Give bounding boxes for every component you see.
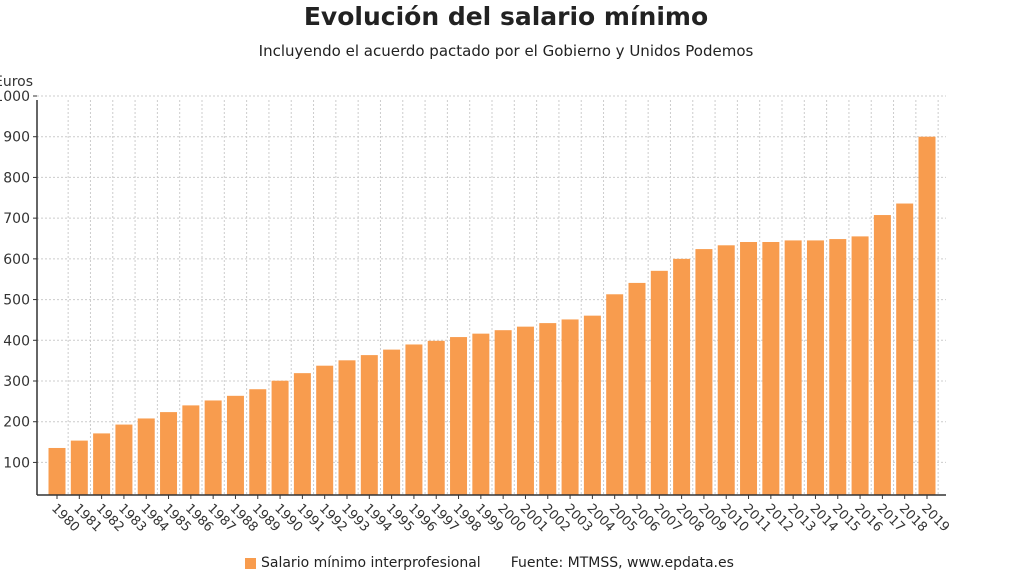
bar-1981 bbox=[70, 440, 88, 495]
bar-1987 bbox=[204, 400, 222, 495]
y-axis-label: Euros bbox=[0, 74, 33, 90]
bar-2019 bbox=[918, 136, 936, 495]
legend: Salario mínimo interprofesional Fuente: … bbox=[245, 555, 734, 571]
bar-1985 bbox=[160, 412, 178, 495]
bar-2010 bbox=[717, 245, 735, 495]
axes: 1002003004005006007008009001000198019811… bbox=[0, 89, 952, 535]
bar-2000 bbox=[494, 330, 512, 495]
y-tick-label: 1000 bbox=[0, 89, 30, 105]
bar-2013 bbox=[784, 240, 802, 495]
bar-1986 bbox=[182, 405, 200, 495]
bar-2009 bbox=[695, 249, 713, 495]
y-tick-label: 100 bbox=[3, 455, 30, 471]
bar-1980 bbox=[48, 447, 66, 495]
bar-2016 bbox=[851, 236, 869, 495]
bar-1995 bbox=[383, 349, 401, 495]
y-tick-label: 900 bbox=[3, 130, 30, 146]
chart-title: Evolución del salario mínimo bbox=[303, 2, 709, 31]
y-tick-label: 400 bbox=[3, 333, 30, 349]
bar-2017 bbox=[873, 215, 891, 495]
bar-1989 bbox=[249, 389, 267, 495]
chart-subtitle: Incluyendo el acuerdo pactado por el Gob… bbox=[258, 42, 754, 60]
bar-1992 bbox=[316, 365, 334, 495]
y-tick-label: 300 bbox=[3, 374, 30, 390]
y-tick-label: 700 bbox=[3, 211, 30, 227]
legend-label: Salario mínimo interprofesional bbox=[261, 555, 481, 571]
legend-swatch bbox=[245, 557, 256, 569]
bar-2011 bbox=[740, 242, 758, 495]
bars bbox=[48, 136, 936, 495]
bar-2002 bbox=[539, 323, 557, 495]
bar-1984 bbox=[137, 418, 155, 495]
bar-2005 bbox=[606, 294, 624, 495]
bar-2018 bbox=[896, 203, 914, 495]
bar-2001 bbox=[516, 326, 534, 495]
bar-2003 bbox=[561, 319, 579, 495]
bar-2012 bbox=[762, 242, 780, 495]
bar-1982 bbox=[93, 433, 111, 495]
bar-1990 bbox=[271, 380, 289, 495]
source-note: Fuente: MTMSS, www.epdata.es bbox=[510, 555, 734, 571]
bar-1994 bbox=[360, 355, 378, 495]
y-tick-label: 600 bbox=[3, 252, 30, 268]
bar-1991 bbox=[293, 373, 311, 495]
bar-1996 bbox=[405, 344, 423, 495]
bar-1988 bbox=[226, 395, 244, 495]
bar-2008 bbox=[673, 258, 691, 495]
bar-2015 bbox=[829, 239, 847, 495]
bar-1983 bbox=[115, 424, 133, 495]
bar-2006 bbox=[628, 282, 646, 495]
y-tick-label: 500 bbox=[3, 293, 30, 309]
bar-2007 bbox=[650, 270, 668, 495]
bar-1998 bbox=[450, 337, 468, 495]
bar-1997 bbox=[427, 340, 445, 495]
bar-1999 bbox=[472, 333, 490, 495]
y-tick-label: 200 bbox=[3, 415, 30, 431]
bar-2014 bbox=[806, 240, 824, 495]
bar-1993 bbox=[338, 360, 356, 495]
bar-2004 bbox=[583, 315, 601, 495]
y-tick-label: 800 bbox=[3, 170, 30, 186]
